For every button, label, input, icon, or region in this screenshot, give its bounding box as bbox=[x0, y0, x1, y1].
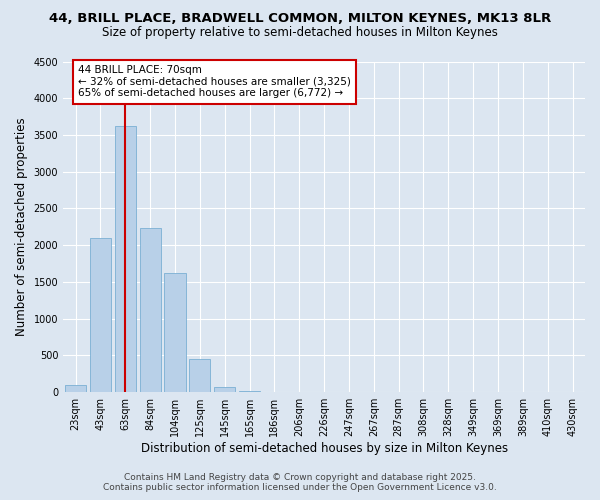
Bar bbox=[90, 238, 111, 392]
Bar bbox=[239, 391, 260, 392]
Bar bbox=[189, 359, 211, 392]
Bar bbox=[214, 386, 235, 392]
Bar bbox=[65, 385, 86, 392]
Text: 44, BRILL PLACE, BRADWELL COMMON, MILTON KEYNES, MK13 8LR: 44, BRILL PLACE, BRADWELL COMMON, MILTON… bbox=[49, 12, 551, 26]
Text: Contains HM Land Registry data © Crown copyright and database right 2025.
Contai: Contains HM Land Registry data © Crown c… bbox=[103, 473, 497, 492]
Bar bbox=[140, 228, 161, 392]
X-axis label: Distribution of semi-detached houses by size in Milton Keynes: Distribution of semi-detached houses by … bbox=[140, 442, 508, 455]
Y-axis label: Number of semi-detached properties: Number of semi-detached properties bbox=[15, 118, 28, 336]
Bar bbox=[164, 273, 185, 392]
Text: 44 BRILL PLACE: 70sqm
← 32% of semi-detached houses are smaller (3,325)
65% of s: 44 BRILL PLACE: 70sqm ← 32% of semi-deta… bbox=[78, 65, 351, 98]
Text: Size of property relative to semi-detached houses in Milton Keynes: Size of property relative to semi-detach… bbox=[102, 26, 498, 39]
Bar bbox=[115, 126, 136, 392]
